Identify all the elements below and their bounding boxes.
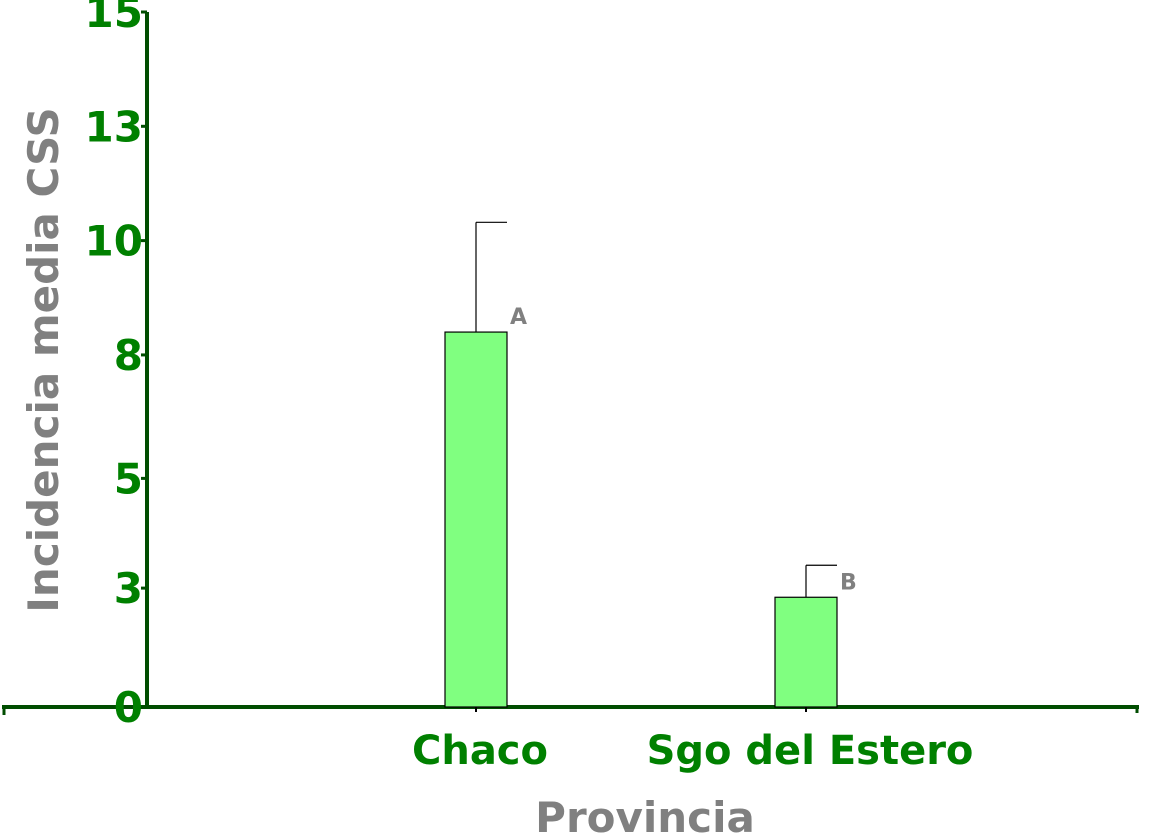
bars: AB — [444, 221, 857, 712]
y-tick-label: 3 — [114, 564, 143, 613]
x-labels: Chaco Sgo del Estero — [412, 728, 973, 774]
significance-label: B — [840, 570, 857, 595]
axes — [2, 12, 1139, 709]
y-axis-title: Incidencia media CSS — [19, 107, 68, 612]
y-ticks: 0 3 5 8 10 13 15 — [2, 0, 1139, 732]
y-tick-label: 0 — [114, 683, 143, 732]
y-tick-label: 15 — [85, 0, 143, 37]
bar — [444, 331, 508, 708]
x-axis-title: Provincia — [535, 793, 755, 838]
bar — [774, 596, 838, 708]
x-category-label: Sgo del Estero — [647, 728, 974, 774]
y-tick-label: 5 — [114, 454, 143, 503]
x-category-label: Chaco — [412, 728, 548, 774]
significance-label: A — [510, 305, 527, 330]
y-tick-label: 13 — [85, 102, 143, 151]
y-tick-label: 10 — [85, 217, 143, 266]
y-tick-label: 8 — [114, 331, 143, 380]
